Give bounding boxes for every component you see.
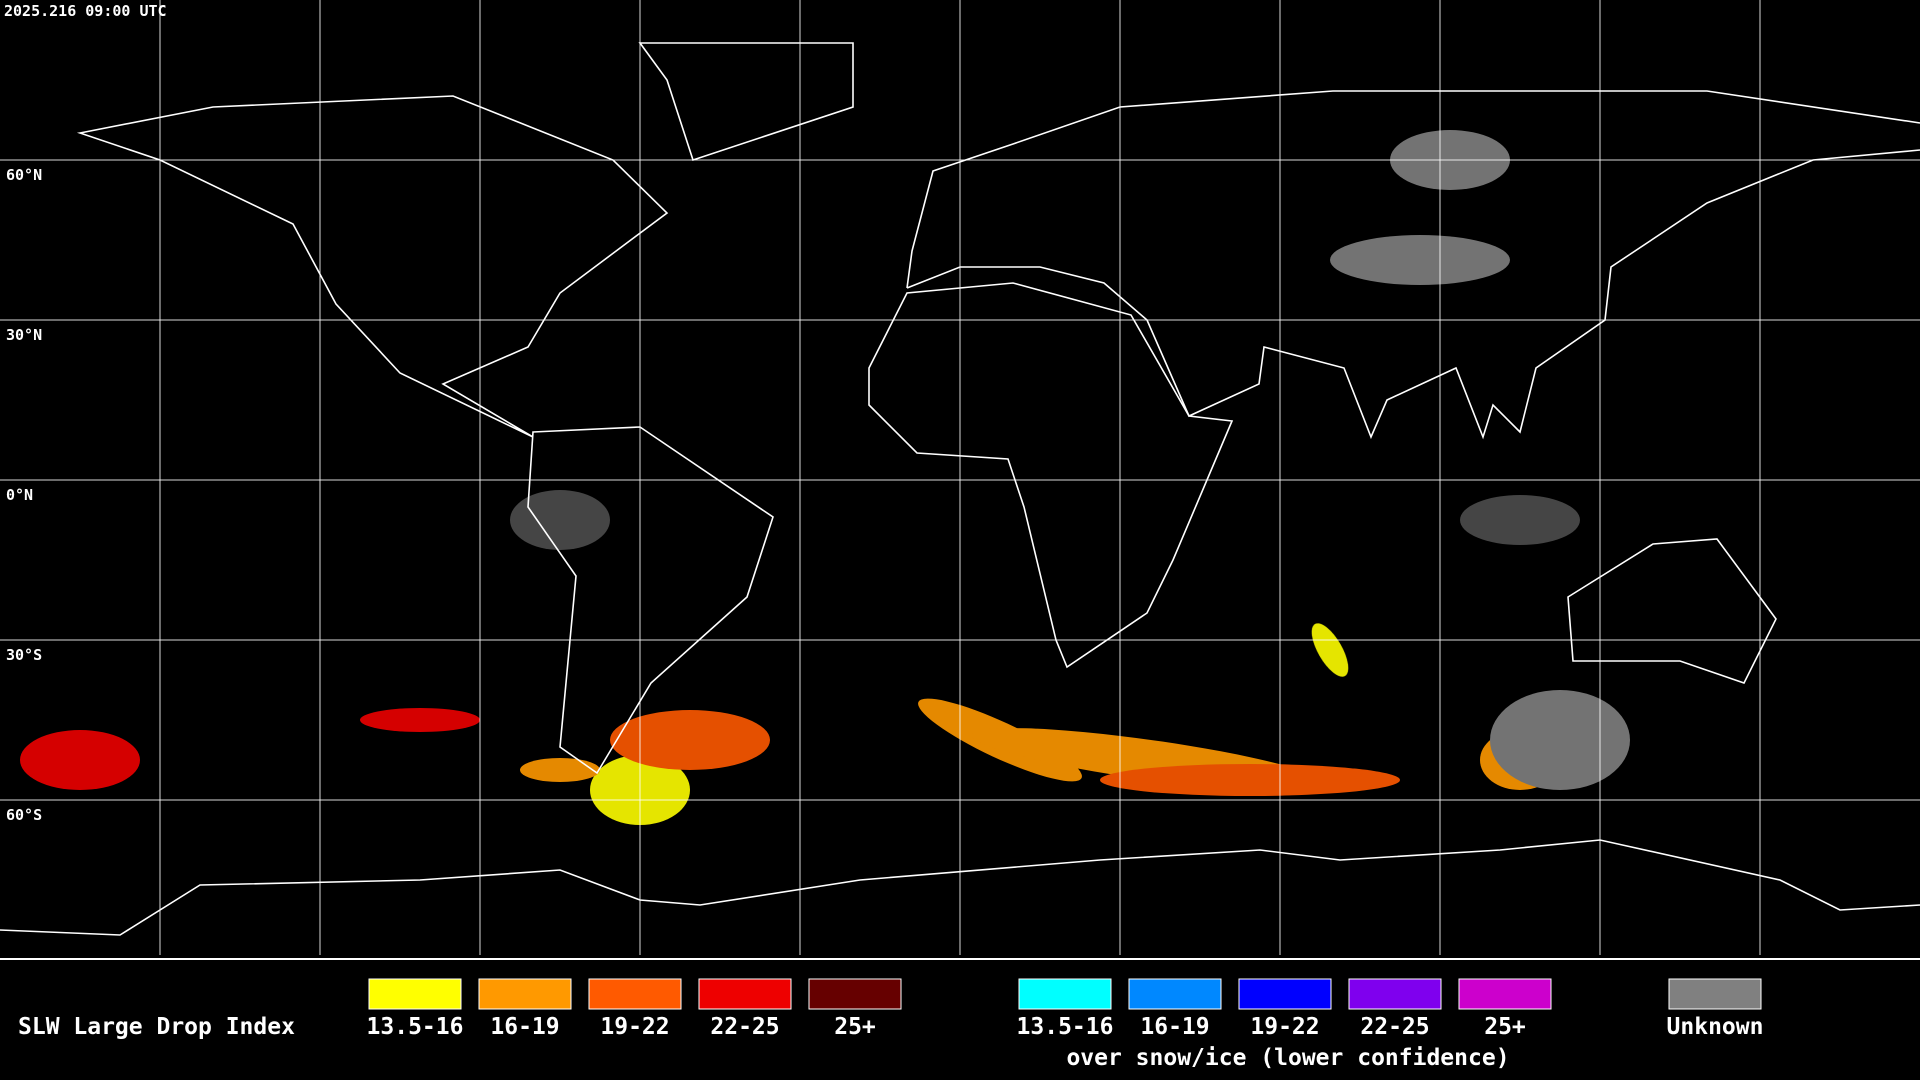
legend-label: 19-22 bbox=[1250, 1014, 1319, 1040]
latitude-label: 60°N bbox=[6, 166, 42, 184]
cloud-patch bbox=[1311, 623, 1349, 677]
latitude-label: 30°N bbox=[6, 326, 42, 344]
cloud-patch bbox=[1490, 690, 1630, 790]
legend-swatch bbox=[1668, 978, 1762, 1010]
legend-swatch bbox=[698, 978, 792, 1010]
legend-swatch bbox=[808, 978, 902, 1010]
coastlines bbox=[0, 42, 1920, 936]
latitude-label: 30°S bbox=[6, 646, 42, 664]
graticule: 60°N 30°N 0°N 30°S 60°S bbox=[0, 0, 1920, 955]
coastline-south-america bbox=[527, 426, 774, 775]
legend-label: 22-25 bbox=[1360, 1014, 1429, 1040]
snow-caption: over snow/ice (lower confidence) bbox=[1066, 1045, 1509, 1071]
cloud-layer bbox=[20, 130, 1630, 825]
timestamp: 2025.216 09:00 UTC bbox=[4, 2, 167, 20]
latitude-label: 60°S bbox=[6, 806, 42, 824]
legend-label: 13.5-16 bbox=[1017, 1014, 1114, 1040]
legend: SLW Large Drop Index over snow/ice (lowe… bbox=[18, 978, 1764, 1071]
coastline-greenland bbox=[638, 42, 854, 162]
coastline-africa bbox=[868, 282, 1234, 669]
legend-label: 19-22 bbox=[600, 1014, 669, 1040]
legend-swatch bbox=[1458, 978, 1552, 1010]
latitude-label: 0°N bbox=[6, 486, 33, 504]
legend-label: Unknown bbox=[1667, 1014, 1764, 1040]
cloud-patch bbox=[520, 758, 600, 782]
coastline-eurasia bbox=[906, 90, 1920, 440]
cloud-patch bbox=[1330, 235, 1510, 285]
legend-swatch bbox=[1348, 978, 1442, 1010]
legend-label: 16-19 bbox=[490, 1014, 559, 1040]
legend-label: 22-25 bbox=[710, 1014, 779, 1040]
legend-swatch bbox=[1128, 978, 1222, 1010]
legend-swatch bbox=[1238, 978, 1332, 1010]
legend-label: 13.5-16 bbox=[367, 1014, 464, 1040]
legend-label: 16-19 bbox=[1140, 1014, 1209, 1040]
legend-divider bbox=[0, 958, 1920, 960]
cloud-patch bbox=[360, 708, 480, 732]
coastline-antarctica bbox=[0, 839, 1920, 936]
cloud-patch bbox=[510, 490, 610, 550]
legend-swatch bbox=[588, 978, 682, 1010]
cloud-patch bbox=[20, 730, 140, 790]
cloud-patch bbox=[1100, 764, 1400, 796]
legend-label: 25+ bbox=[1484, 1014, 1526, 1040]
legend-swatch bbox=[478, 978, 572, 1010]
legend-label: 25+ bbox=[834, 1014, 876, 1040]
legend-swatch bbox=[1018, 978, 1112, 1010]
cloud-patch bbox=[610, 710, 770, 770]
legend-swatch bbox=[368, 978, 462, 1010]
legend-title: SLW Large Drop Index bbox=[18, 1014, 295, 1040]
cloud-patch bbox=[1460, 495, 1580, 545]
